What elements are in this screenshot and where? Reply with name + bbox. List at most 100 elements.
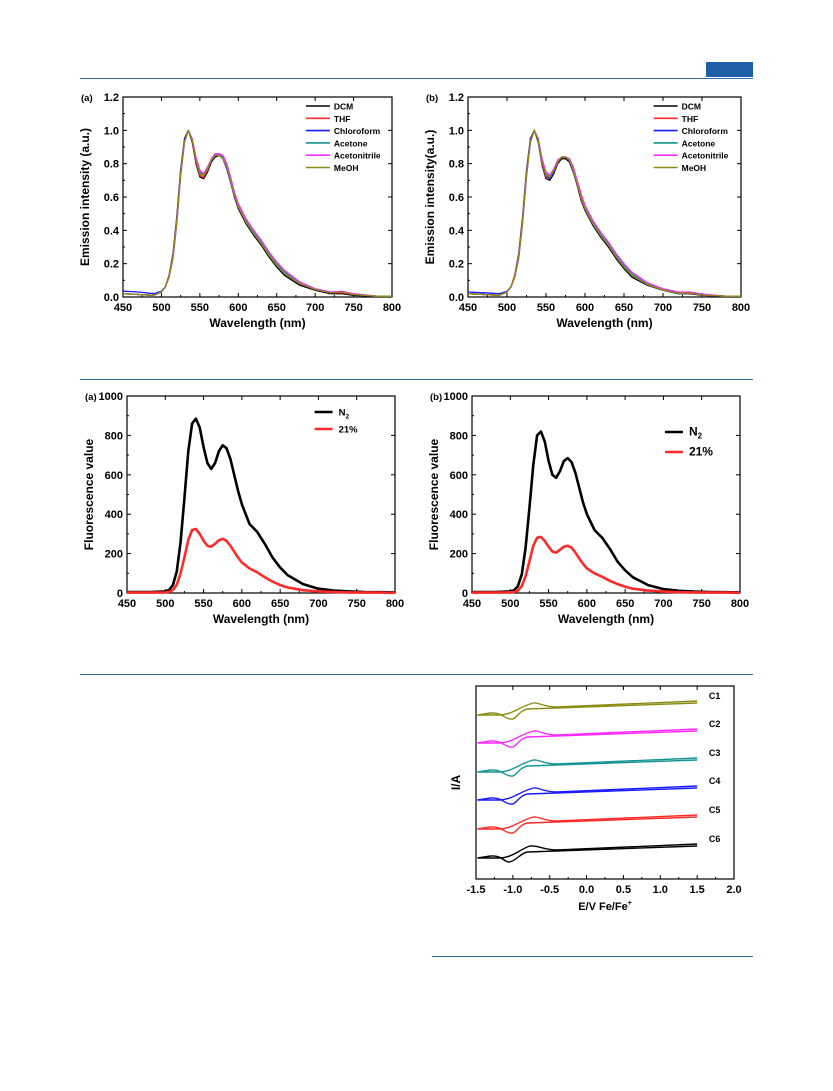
- y-tick-label: 200: [105, 549, 123, 561]
- legend-label: DCM: [334, 102, 353, 112]
- y-tick-label: 0.2: [104, 259, 119, 271]
- y-tick-label: 0.4: [104, 225, 120, 237]
- y-tick-label: 600: [105, 470, 123, 482]
- y-tick-label: 1000: [99, 391, 123, 403]
- cv-curve-c3-oxidation: [477, 757, 698, 773]
- x-tick-label: -0.5: [540, 884, 559, 896]
- y-tick-label: 800: [105, 430, 123, 442]
- cv-curve-label: C4: [709, 776, 721, 786]
- series-line-meoh: [467, 129, 741, 297]
- legend-label: Acetone: [682, 138, 716, 148]
- legend-label: Acetonitrile: [334, 151, 381, 161]
- x-tick-label: 650: [615, 302, 633, 314]
- x-tick-label: 600: [576, 302, 594, 314]
- x-tick-label: 700: [309, 598, 327, 610]
- y-tick-label: 1.0: [449, 125, 464, 137]
- cv-curve-label: C3: [709, 748, 721, 758]
- y-tick-label: 0: [462, 588, 468, 600]
- series-line-n: [127, 417, 396, 594]
- x-axis-label: E/V Fe/Fe+: [578, 900, 632, 913]
- cv-curve-c1-oxidation: [477, 700, 698, 716]
- panel-label: (b): [430, 392, 442, 403]
- x-tick-label: 800: [732, 302, 750, 314]
- y-tick-label: 0.0: [449, 292, 464, 304]
- chart-emission-b: 450 500 550 600 650 700 750 800 0.0 0.2 0.4 0.6 0.8 1…: [423, 92, 750, 330]
- cv-curve-label: C2: [709, 719, 721, 729]
- y-tick-label: 200: [450, 549, 468, 561]
- x-tick-label: -1.0: [503, 884, 522, 896]
- panel-label: (b): [426, 93, 438, 104]
- y-tick-label: 400: [450, 509, 468, 521]
- y-axis-label: Fluorescence value: [82, 438, 96, 550]
- chart-cv: -1.5 -1.0 -0.5 0.0 0.5 1.0 1.5 2.0 E/V Fe/Fe+ I/A…: [449, 685, 742, 913]
- y-tick-label: 600: [450, 470, 468, 482]
- y-tick-label: 0.6: [104, 192, 119, 204]
- legend-entry: DCM: [305, 102, 353, 112]
- cv-curve-c2-reduction: [477, 730, 698, 748]
- section-rule-1: [80, 379, 753, 380]
- legend-entry: MeOH: [653, 163, 706, 173]
- cv-curve-c5-oxidation: [477, 814, 698, 830]
- header-rule: [80, 78, 753, 79]
- x-tick-label: -1.5: [467, 884, 486, 896]
- cv-curve-c2-oxidation: [477, 728, 698, 744]
- cv-curve-c3-reduction: [477, 759, 698, 777]
- x-tick-label: 750: [693, 302, 711, 314]
- cv-curve-c4-reduction: [477, 787, 698, 805]
- x-tick-label: 550: [539, 598, 557, 610]
- x-tick-label: 750: [348, 598, 366, 610]
- cv-curve-c6-reduction: [477, 845, 698, 863]
- x-tick-label: 450: [118, 598, 136, 610]
- cv-curve-c1-reduction: [477, 702, 698, 720]
- legend-entry: Chloroform: [305, 126, 381, 136]
- legend-label: 21%: [689, 445, 713, 459]
- y-tick-label: 800: [450, 430, 468, 442]
- x-tick-label: 450: [463, 598, 481, 610]
- chart-emission-a: 450 500 550 600 650 700 750 800 0.0 0.2 0.4 0.6 0.8 1…: [78, 92, 401, 330]
- x-axis-label: Wavelength (nm): [558, 612, 654, 626]
- x-tick-label: 700: [306, 302, 324, 314]
- legend-entry: Chloroform: [653, 126, 728, 136]
- series-line-n: [472, 430, 741, 594]
- x-tick-label: 450: [114, 302, 132, 314]
- legend-entry: Acetonitrile: [653, 151, 729, 161]
- legend-label: DCM: [682, 102, 701, 112]
- legend-entry: Acetone: [653, 138, 716, 148]
- legend-entry: THF: [305, 114, 350, 124]
- y-tick-label: 0.6: [449, 192, 464, 204]
- y-tick-label: 400: [105, 509, 123, 521]
- x-tick-label: 550: [191, 302, 209, 314]
- x-tick-label: 700: [654, 302, 672, 314]
- cv-curve-label: C6: [709, 834, 721, 844]
- series-line-21-: [472, 535, 741, 595]
- legend-entry: Acetone: [305, 138, 368, 148]
- legend-label: N2: [689, 425, 703, 441]
- header-accent-tab: [706, 62, 753, 77]
- x-axis-label: Wavelength (nm): [209, 316, 305, 330]
- x-tick-label: 500: [152, 302, 170, 314]
- panel-label: (a): [81, 93, 93, 104]
- y-tick-label: 0.4: [449, 225, 465, 237]
- y-tick-label: 1.2: [449, 92, 464, 104]
- x-tick-label: 650: [616, 598, 634, 610]
- legend-label: Acetone: [334, 138, 368, 148]
- legend-entry: 21%: [314, 425, 359, 436]
- x-tick-label: 600: [229, 302, 247, 314]
- y-tick-label: 0.8: [104, 159, 119, 171]
- section-rule-2: [80, 674, 753, 675]
- x-tick-label: 650: [271, 598, 289, 610]
- x-tick-label: 550: [194, 598, 212, 610]
- x-tick-label: 2.0: [726, 884, 741, 896]
- cv-curve-c4-oxidation: [477, 785, 698, 801]
- x-tick-label: 650: [268, 302, 286, 314]
- x-tick-label: 600: [578, 598, 596, 610]
- y-axis-label: Emission intensity(a.u.): [423, 130, 437, 265]
- x-tick-label: 1.0: [653, 884, 668, 896]
- legend-label: 21%: [339, 425, 359, 436]
- cv-curve-label: C1: [709, 691, 721, 701]
- legend-entry: MeOH: [305, 163, 358, 173]
- y-tick-label: 0.2: [449, 259, 464, 271]
- x-tick-label: 800: [386, 598, 404, 610]
- x-tick-label: 800: [383, 302, 401, 314]
